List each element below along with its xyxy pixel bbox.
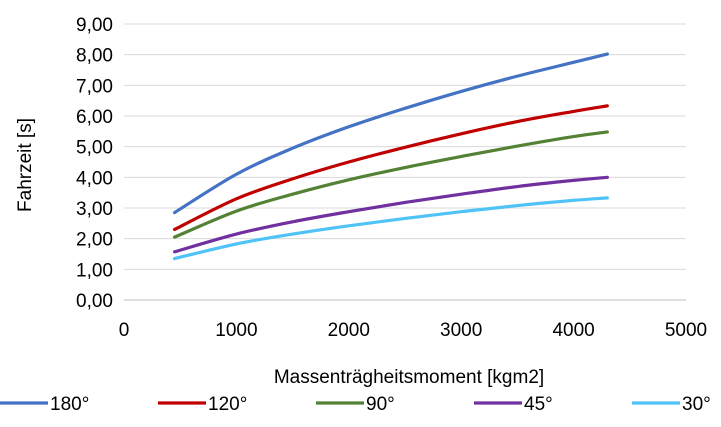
- legend-label-4: 30°: [682, 394, 711, 415]
- y-tick-label: 8,00: [76, 46, 113, 67]
- x-tick-label: 3000: [440, 320, 482, 341]
- x-tick-label: 5000: [665, 320, 707, 341]
- legend-label-1: 120°: [208, 394, 247, 415]
- x-axis-ticks: 0 1000 2000 3000 4000 5000: [119, 320, 707, 341]
- x-axis-title: Massenträgheitsmoment [kgm2]: [274, 367, 544, 388]
- legend-label-3: 45°: [524, 394, 553, 415]
- x-tick-label: 1000: [215, 320, 257, 341]
- legend-label-0: 180°: [50, 394, 89, 415]
- y-axis-title: Fahrzeit [s]: [15, 118, 36, 212]
- series-lines: [172, 52, 609, 261]
- series-line-1: [172, 104, 609, 232]
- y-tick-label: 9,00: [76, 15, 113, 36]
- y-axis-ticks: 0,00 1,00 2,00 3,00 4,00 5,00 6,00 7,00 8,00 9,00: [76, 15, 113, 312]
- y-tick-label: 0,00: [76, 291, 113, 312]
- y-tick-label: 2,00: [76, 230, 113, 251]
- legend: 180° 120° 90° 45° 30°: [0, 394, 711, 415]
- y-tick-label: 1,00: [76, 260, 113, 281]
- y-tick-label: 7,00: [76, 76, 113, 97]
- y-tick-label: 4,00: [76, 168, 113, 189]
- series-line-3: [172, 175, 609, 254]
- series-line-4: [172, 196, 609, 261]
- y-tick-label: 3,00: [76, 199, 113, 220]
- x-tick-label: 2000: [328, 320, 370, 341]
- y-tick-label: 6,00: [76, 107, 113, 128]
- legend-label-2: 90°: [366, 394, 395, 415]
- series-line-0: [172, 52, 609, 215]
- series-line-2: [172, 130, 609, 239]
- y-tick-label: 5,00: [76, 138, 113, 159]
- x-tick-label: 4000: [552, 320, 594, 341]
- x-tick-label: 0: [119, 320, 130, 341]
